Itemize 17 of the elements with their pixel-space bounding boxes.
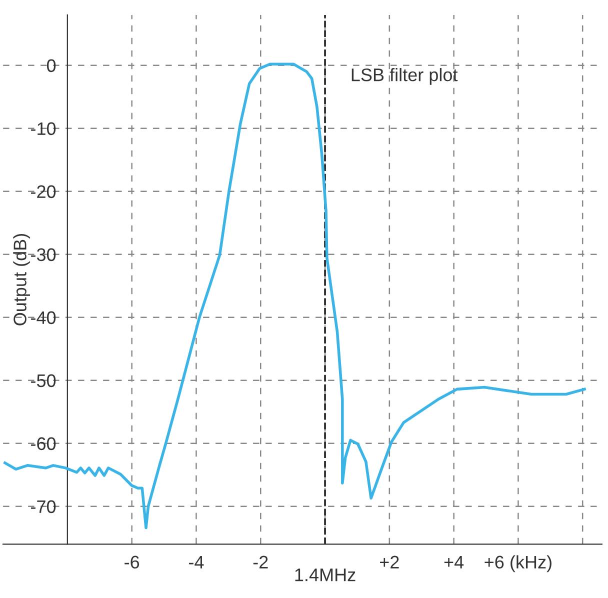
y-tick-label: -20 <box>31 185 56 198</box>
x-tick-label: +4 <box>444 556 464 568</box>
y-tick-label: -40 <box>31 311 56 324</box>
y-tick-label: -10 <box>31 122 56 136</box>
x-tick-label: -6 <box>124 556 140 569</box>
x-tick-label: -2 <box>253 556 268 568</box>
x-axis-title: 1.4MHz <box>295 568 356 582</box>
x-tick-label: +2 <box>380 556 399 568</box>
y-tick-label: -30 <box>31 248 56 262</box>
y-tick-label: -70 <box>31 500 56 514</box>
x-tick-label: -4 <box>189 556 204 568</box>
y-tick-label: -60 <box>31 437 56 450</box>
y-axis-title: Output (dB) <box>13 234 30 326</box>
y-tick-label: -50 <box>31 374 56 388</box>
y-tick-label: 0 <box>46 59 56 72</box>
annotation: LSB filter plot <box>352 68 458 85</box>
x-tick-label: +6 (kHz) <box>484 555 552 572</box>
